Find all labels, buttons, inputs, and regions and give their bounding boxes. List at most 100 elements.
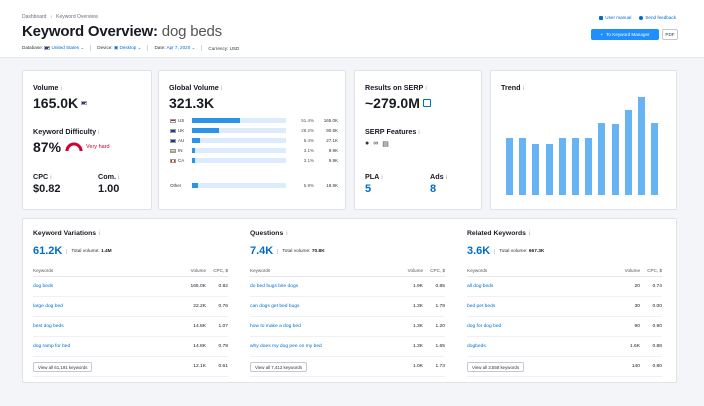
related-keywords-count[interactable]: 3.6K (467, 245, 491, 257)
country-cell: Other (170, 183, 192, 188)
keyword-link[interactable]: large dog bed (33, 304, 63, 309)
page-title-keyword: dog beds (161, 23, 222, 40)
trend-bar[interactable] (572, 138, 579, 195)
info-icon[interactable]: i (98, 130, 100, 136)
to-keyword-manager-button[interactable]: + To Keyword Manager (591, 29, 659, 40)
keyword-cpc: 0.85 (435, 284, 445, 289)
keyword-link[interactable]: why does my dog pee on my bed (250, 344, 322, 349)
column-header-cpc[interactable]: CPC, $ (430, 268, 445, 273)
country-code: UK (178, 128, 185, 133)
keyword-link[interactable]: dog beds (33, 284, 54, 289)
share-bar (192, 138, 286, 143)
info-icon[interactable]: i (286, 231, 288, 237)
column-header-cpc[interactable]: CPC, $ (647, 268, 662, 273)
related-keywords-summary: 3.6K Total volume: 667.3K (467, 245, 544, 257)
share-bar (192, 118, 286, 123)
breadcrumb: Dashboard › Keyword Overview (22, 14, 98, 20)
trend-bar[interactable] (532, 144, 540, 195)
column-header-keywords[interactable]: Keywords (33, 268, 54, 273)
info-icon[interactable]: i (381, 175, 383, 181)
to-keyword-manager-label: To Keyword Manager (606, 32, 650, 37)
keyword-volume: 140 (631, 364, 640, 369)
global-volume-row: CA 3.1% 9.9K (170, 158, 340, 163)
keyword-link[interactable]: all dog beds (467, 284, 494, 289)
share-bar (192, 128, 286, 133)
au-flag-icon (170, 138, 176, 143)
trend-bar[interactable] (651, 123, 659, 195)
link-icon[interactable]: ∞ (373, 140, 379, 147)
table-header: Keywords Volume CPC, $ (33, 265, 228, 277)
keyword-cpc: 1.20 (435, 324, 445, 329)
questions-count[interactable]: 7.4K (250, 245, 274, 257)
keyword-link[interactable]: dog for dog bed (467, 324, 502, 329)
info-icon[interactable]: i (117, 175, 120, 181)
trend-bar[interactable] (519, 138, 527, 195)
related-keywords-title: Related Keywords i (467, 230, 531, 237)
chevron-down-icon: ⌄ (191, 45, 196, 50)
serp-snapshot-icon[interactable] (422, 99, 431, 107)
trend-bar[interactable] (506, 138, 513, 195)
column-header-keywords[interactable]: Keywords (250, 268, 271, 273)
ads-value[interactable]: 8 (430, 183, 437, 195)
info-icon[interactable]: i (220, 86, 223, 92)
keyword-cpc: 1.79 (435, 304, 445, 309)
share-percent: 51.4% (301, 118, 314, 123)
keyword-link[interactable]: how to make a dog bed (250, 324, 301, 329)
trend-bar[interactable] (598, 123, 606, 195)
breadcrumb-dashboard[interactable]: Dashboard (22, 14, 47, 20)
trend-bar[interactable] (624, 110, 632, 195)
date-filter[interactable]: Date: Apr 7, 2020 ⌄ (154, 45, 195, 51)
volume-card: Volume i 165.0K Keyword Difficulty i 87% V… (22, 70, 152, 210)
us-flag-icon (170, 118, 176, 123)
info-icon[interactable]: i (50, 175, 52, 181)
info-icon[interactable]: i (425, 86, 427, 92)
keyword-variations-table: Keywords Volume CPC, $ dog beds 165.0K 0.82 la… (33, 265, 228, 377)
chat-icon (639, 15, 644, 20)
column-header-cpc[interactable]: CPC, $ (213, 268, 228, 273)
difficulty-gauge-icon (65, 142, 83, 152)
keyword-link[interactable]: dog ramp for bed (33, 344, 71, 349)
device-filter[interactable]: Device: ▣ Desktop ⌄ (97, 45, 141, 51)
column-header-keywords[interactable]: Keywords (467, 268, 488, 273)
view-all-keyword-variations-button[interactable]: View all 61,191 keywords (33, 362, 93, 372)
keyword-volume: 14.8K (193, 344, 206, 349)
trend-bar[interactable] (611, 124, 619, 195)
map-pin-icon[interactable]: ● (365, 140, 370, 147)
info-icon[interactable]: i (522, 86, 524, 92)
serp-results-value: ~279.0M (365, 95, 420, 111)
column-header-volume[interactable]: Volume (624, 268, 640, 273)
database-filter[interactable]: Database: United States ⌄ (22, 45, 84, 51)
trend-bar[interactable] (545, 144, 553, 195)
info-icon[interactable]: i (418, 130, 420, 136)
info-icon[interactable]: i (445, 175, 447, 181)
info-icon[interactable]: i (60, 86, 62, 92)
keyword-variations-title: Keyword Variations i (33, 230, 101, 237)
image-icon[interactable]: ▤ (382, 141, 389, 148)
user-manual-link[interactable]: User manual (599, 15, 631, 20)
table-header: Keywords Volume CPC, $ (250, 265, 445, 277)
share-percent: 28.2% (301, 128, 314, 133)
keyword-link[interactable]: do bed bugs bite dogs (250, 284, 299, 289)
keyword-volume: 1.9K (412, 284, 423, 289)
view-all-related-keywords-button[interactable]: View all 3,558 keywords (467, 362, 525, 372)
keyword-link[interactable]: dogbeds (467, 344, 486, 349)
view-all-questions-button[interactable]: View all 7,412 keywords (250, 362, 308, 372)
table-row: how to make a dog bed 1.3K 1.20 (250, 317, 445, 337)
trend-bar[interactable] (638, 97, 645, 195)
column-header-volume[interactable]: Volume (407, 268, 423, 273)
keyword-volume: 1.3K (412, 304, 423, 309)
info-icon[interactable]: i (528, 231, 531, 237)
keyword-link[interactable]: can dogs get bed bugs (250, 304, 300, 309)
keyword-variations-count[interactable]: 61.2K (33, 245, 63, 257)
keyword-link[interactable]: bed pet beds (467, 304, 496, 309)
column-header-volume[interactable]: Volume (190, 268, 206, 273)
pla-value[interactable]: 5 (365, 183, 372, 195)
keyword-link[interactable]: best dog beds (33, 324, 64, 329)
trend-bar[interactable] (558, 138, 566, 195)
send-feedback-link[interactable]: Send feedback (639, 15, 676, 20)
info-icon[interactable]: i (99, 231, 101, 237)
trend-bar[interactable] (585, 138, 593, 195)
country-volume: 18.9K (326, 183, 338, 188)
country-volume: 90.5K (326, 128, 338, 133)
pdf-button[interactable]: PDF (662, 29, 678, 40)
